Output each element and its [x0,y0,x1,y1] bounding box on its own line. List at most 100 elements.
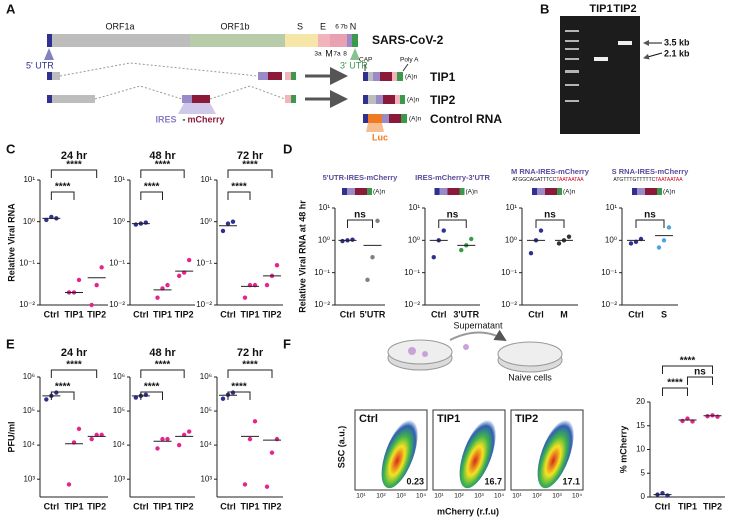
orf-label: E [320,21,326,31]
data-point [186,429,192,434]
y-tick-label: 10⁻² [196,300,212,309]
significance-label: ns [644,210,656,221]
y-tick-label: 10³ [200,474,212,483]
transfer-schematic [387,329,563,373]
y-tick-label: 10⁰ [505,235,517,244]
data-point [155,295,160,300]
y-tick-label: 10¹ [505,203,517,212]
data-point [556,241,562,246]
data-point [176,442,182,448]
y-tick-label: 10⁶ [113,372,125,381]
significance-label: **** [242,360,258,371]
y-tick-label: 10¹ [200,175,212,184]
x-tick-label: TIP1 [240,309,259,319]
orf-label: 7b [340,24,348,31]
data-point [628,241,634,246]
data-point [528,251,534,256]
y-tick-label: 10⁻¹ [314,268,330,277]
data-point [54,390,59,395]
y-tick-label: 0 [641,492,646,501]
data-point [666,225,672,230]
x-tick-label: Ctrl [44,309,60,319]
flow-name: TIP2 [515,413,538,425]
x-tick-label: 3'UTR [453,309,479,319]
chart: 10⁻² 10⁻¹ 10⁰ 10¹ 24 hr Relative Viral RNA Ctr… [6,150,108,319]
schematic-label: Supernatant [453,320,503,330]
significance-label: **** [155,360,171,371]
polya-tail: (A)n [409,116,422,123]
construct-part [637,188,645,195]
data-point [264,282,270,288]
data-point [242,482,248,487]
significance-label: **** [144,382,160,393]
data-point [247,436,253,442]
gel [560,16,663,134]
significance-label: **** [667,378,683,389]
panel-label: F [283,336,291,351]
data-point [656,245,662,250]
data-point [76,277,82,283]
flow-percent: 0.23 [406,476,424,486]
construct-part [347,188,355,195]
chart: 10³ 10⁴ 10⁵ 10⁶ 72 hr Ctrl TIP1 TIP2 **** **** [200,347,283,511]
significance-label: **** [680,356,696,367]
flow-tick: 10¹ [356,493,366,500]
significance-bracket [140,169,185,178]
data-point [44,397,49,402]
schematic-label: Naive cells [508,372,552,382]
polya-tail: (A)n [373,189,386,196]
y-tick-label: 10⁻¹ [501,268,517,277]
lane-label: TIP2 [613,3,636,15]
y-tick-label: 10⁻¹ [19,258,35,267]
x-tick-label: TIP2 [175,501,194,511]
polya-tail: (A)n [405,74,418,81]
y-tick-label: 10⁴ [113,440,126,449]
y-tick-label: 10⁻¹ [196,258,212,267]
significance-bracket [347,219,373,228]
y-tick-label: 10 [636,445,645,454]
data-point [431,255,436,260]
flow-tick: 10² [532,493,542,500]
flow-y-label: SSC (a.u.) [336,426,346,469]
flow-tick: 10² [454,493,464,500]
x-tick-label: Ctrl [44,501,60,511]
chart: 10⁻² 10⁻¹ 10⁰ 10¹ 48 hr Ctrl TIP1 TIP2 **** **** [109,150,195,319]
x-tick-label: Ctrl [220,501,236,511]
y-tick-label: 10⁵ [23,406,35,415]
control-label: Control RNA [430,112,502,126]
data-point [133,222,139,227]
x-tick-label: TIP2 [262,309,281,319]
y-tick-label: 20 [636,397,645,406]
construct-part [632,188,637,195]
sequence: ATGTTTGTTTTTCTAATAATAA [613,177,683,183]
sequence: ATGGCAGATTTCCTAATAATAA [512,177,584,183]
orf-label: ORF1a [105,21,134,31]
chart-title: S RNA-IRES-mCherry [612,167,690,176]
y-tick-label: 10⁴ [200,440,213,449]
x-tick-label: Ctrl [133,309,149,319]
orf-label: M [325,48,333,58]
chart: 10³ 10⁴ 10⁵ 10⁶ 24 hr PFU/ml Ctrl TIP1 TIP2 **** *… [6,347,108,511]
data-point [661,238,667,243]
genome-diagram [44,34,360,60]
polya-tail: (A)n [563,189,576,196]
x-tick-label: TIP2 [175,309,194,319]
construct-part [355,188,367,195]
chart: 10⁻² 10⁻¹ 10⁰ 10¹ S RNA-IRES-mCherry (A)n ATGT… [601,167,689,319]
y-tick-label: 15 [636,421,645,430]
x-tick-label: Ctrl [655,501,671,511]
chart: 10⁻² 10⁻¹ 10⁰ 10¹ IRES-mCherry-3'UTR (A)n Ctrl… [404,173,490,319]
data-point [269,450,275,455]
y-tick-label: 10⁻² [314,300,330,309]
data-point [133,395,139,400]
sequence-part: ATGTTTGTTTTTC [613,177,655,183]
data-point [242,295,248,300]
x-tick-label: Ctrl [628,309,644,319]
significance-bracket [662,387,688,396]
marker-label: 2.1 kb [664,48,690,58]
x-tick-label: TIP2 [87,309,106,319]
x-tick-label: 5'UTR [360,309,386,319]
significance-label: ns [447,210,459,221]
data-point [274,263,280,268]
y-tick-label: 10¹ [605,203,617,212]
